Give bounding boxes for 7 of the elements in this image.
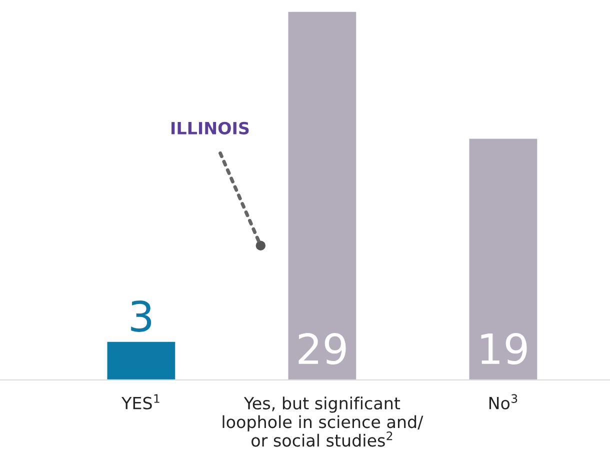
data-label: 19 (481, 333, 527, 365)
data-label: 3 (131, 300, 152, 332)
x-tick-label: YES$^{1}$ (121, 394, 160, 410)
annotation: ILLINOIS (172, 122, 249, 134)
data-label: 29 (298, 333, 346, 365)
x-tick-label: Yes, but significant loophole in science and/ or social studies$^{2}$ (222, 396, 424, 447)
x-tick-label: No$^{3}$ (489, 394, 518, 410)
